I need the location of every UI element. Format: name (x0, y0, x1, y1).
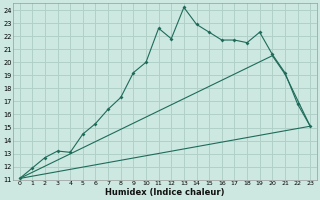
X-axis label: Humidex (Indice chaleur): Humidex (Indice chaleur) (105, 188, 225, 197)
